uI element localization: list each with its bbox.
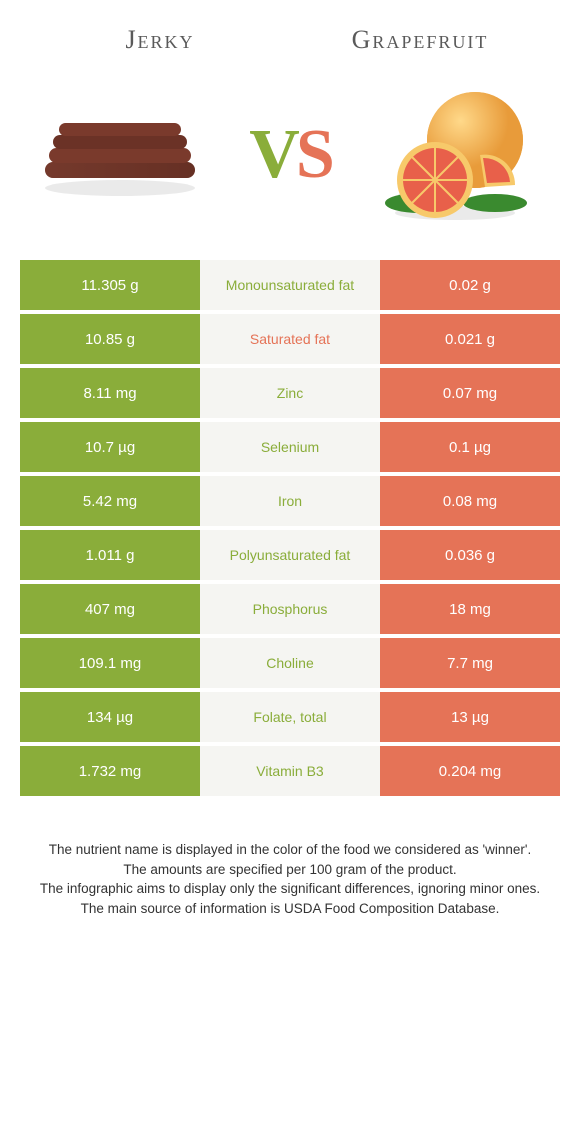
header-titles: Jerky Grapefruit <box>0 0 580 70</box>
nutrient-name: Monounsaturated fat <box>200 260 380 310</box>
right-value: 13 µg <box>380 692 560 742</box>
right-value: 0.07 mg <box>380 368 560 418</box>
right-value: 0.021 g <box>380 314 560 364</box>
right-value: 0.08 mg <box>380 476 560 526</box>
nutrient-name: Polyunsaturated fat <box>200 530 380 580</box>
left-value: 1.011 g <box>20 530 200 580</box>
left-value: 1.732 mg <box>20 746 200 796</box>
table-row: 1.011 gPolyunsaturated fat0.036 g <box>20 530 560 580</box>
table-row: 109.1 mgCholine7.7 mg <box>20 638 560 688</box>
table-row: 407 mgPhosphorus18 mg <box>20 584 560 634</box>
left-value: 109.1 mg <box>20 638 200 688</box>
left-value: 11.305 g <box>20 260 200 310</box>
nutrient-name: Folate, total <box>200 692 380 742</box>
right-value: 7.7 mg <box>380 638 560 688</box>
table-row: 134 µgFolate, total13 µg <box>20 692 560 742</box>
nutrient-name: Iron <box>200 476 380 526</box>
table-row: 5.42 mgIron0.08 mg <box>20 476 560 526</box>
right-value: 18 mg <box>380 584 560 634</box>
table-row: 10.7 µgSelenium0.1 µg <box>20 422 560 472</box>
nutrient-name: Selenium <box>200 422 380 472</box>
vs-v: V <box>249 116 296 193</box>
table-row: 11.305 gMonounsaturated fat0.02 g <box>20 260 560 310</box>
left-value: 10.85 g <box>20 314 200 364</box>
table-row: 1.732 mgVitamin B30.204 mg <box>20 746 560 796</box>
footer-line: The infographic aims to display only the… <box>30 879 550 899</box>
right-value: 0.036 g <box>380 530 560 580</box>
nutrient-table: 11.305 gMonounsaturated fat0.02 g10.85 g… <box>20 260 560 796</box>
grapefruit-image <box>370 85 550 225</box>
jerky-image <box>30 85 210 225</box>
nutrient-name: Choline <box>200 638 380 688</box>
left-food-title: Jerky <box>30 25 290 55</box>
right-food-title: Grapefruit <box>290 25 550 55</box>
nutrient-name: Saturated fat <box>200 314 380 364</box>
right-value: 0.02 g <box>380 260 560 310</box>
vs-s: S <box>296 116 331 193</box>
left-value: 5.42 mg <box>20 476 200 526</box>
nutrient-name: Zinc <box>200 368 380 418</box>
left-value: 407 mg <box>20 584 200 634</box>
footer-notes: The nutrient name is displayed in the co… <box>0 800 580 938</box>
footer-line: The amounts are specified per 100 gram o… <box>30 860 550 880</box>
left-value: 134 µg <box>20 692 200 742</box>
right-value: 0.1 µg <box>380 422 560 472</box>
table-row: 10.85 gSaturated fat0.021 g <box>20 314 560 364</box>
nutrient-name: Phosphorus <box>200 584 380 634</box>
left-value: 8.11 mg <box>20 368 200 418</box>
nutrient-name: Vitamin B3 <box>200 746 380 796</box>
footer-line: The nutrient name is displayed in the co… <box>30 840 550 860</box>
left-value: 10.7 µg <box>20 422 200 472</box>
table-row: 8.11 mgZinc0.07 mg <box>20 368 560 418</box>
vs-label: VS <box>249 115 331 195</box>
footer-line: The main source of information is USDA F… <box>30 899 550 919</box>
vs-row: VS <box>0 70 580 260</box>
right-value: 0.204 mg <box>380 746 560 796</box>
